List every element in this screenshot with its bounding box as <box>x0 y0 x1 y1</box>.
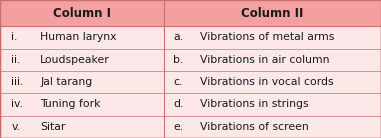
Text: d.: d. <box>173 99 184 109</box>
Text: iv.: iv. <box>11 99 23 109</box>
Text: a.: a. <box>173 32 183 42</box>
Text: Vibrations of metal arms: Vibrations of metal arms <box>200 32 335 42</box>
Text: Tuning fork: Tuning fork <box>40 99 101 109</box>
Text: Column II: Column II <box>241 7 304 20</box>
Text: Loudspeaker: Loudspeaker <box>40 55 110 65</box>
Text: Column I: Column I <box>53 7 111 20</box>
Text: ii.: ii. <box>11 55 21 65</box>
Text: Vibrations in strings: Vibrations in strings <box>200 99 309 109</box>
Text: i.: i. <box>11 32 18 42</box>
Text: iii.: iii. <box>11 77 24 87</box>
Text: Vibrations in air column: Vibrations in air column <box>200 55 330 65</box>
Text: b.: b. <box>173 55 184 65</box>
Text: Vibrations of screen: Vibrations of screen <box>200 122 309 132</box>
Text: Sitar: Sitar <box>40 122 66 132</box>
Text: Human larynx: Human larynx <box>40 32 117 42</box>
Bar <box>0 0 381 26</box>
Text: Jal tarang: Jal tarang <box>40 77 92 87</box>
Text: Vibrations in vocal cords: Vibrations in vocal cords <box>200 77 334 87</box>
Text: e.: e. <box>173 122 184 132</box>
Text: v.: v. <box>11 122 20 132</box>
Text: c.: c. <box>173 77 183 87</box>
